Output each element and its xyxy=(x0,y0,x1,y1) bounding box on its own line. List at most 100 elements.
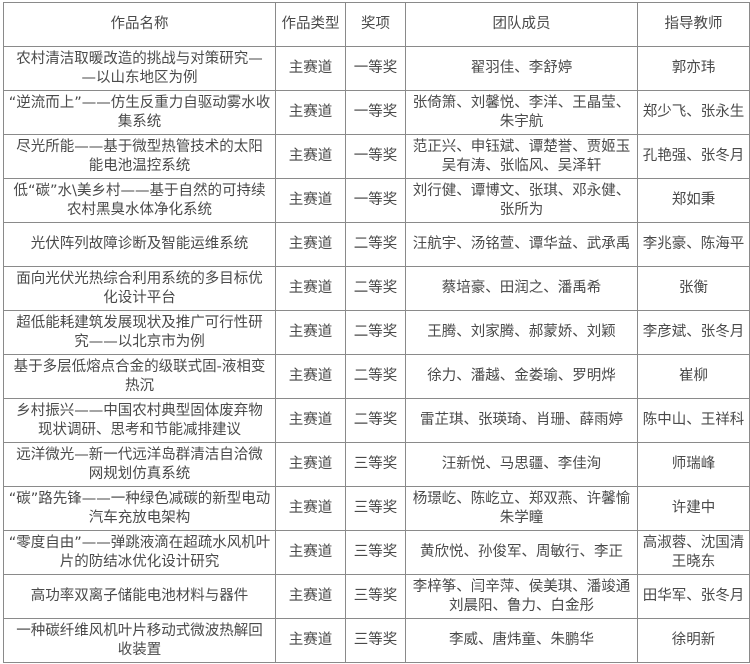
award-cell: 二等奖 xyxy=(345,310,406,355)
team-members-line: 朱学瞳 xyxy=(499,509,544,526)
advisor-cell: 郑如秉 xyxy=(637,178,750,223)
advisor-line: 李彦斌、张冬月 xyxy=(642,324,745,340)
header-team-members: 团队成员 xyxy=(405,2,638,47)
award-cell: 三等奖 xyxy=(345,530,406,575)
table-row: 面向光伏光热综合利用系统的多目标优 化设计平台 主赛道 二等奖 蔡培豪、田润之、潘禹希张… xyxy=(3,266,750,311)
award-cell: 一等奖 xyxy=(345,46,406,91)
advisor-cell: 高淑蓉、沈国清 王晓东 xyxy=(637,530,750,575)
project-name-line: 面向光伏光热综合利用系统的多目标优 xyxy=(16,270,263,287)
project-type-cell: 主赛道 xyxy=(275,90,346,135)
advisor-line: 高淑蓉、沈国清 xyxy=(642,534,745,551)
advisor-cell: 许建中 xyxy=(637,486,750,531)
project-name-line: 集系统 xyxy=(117,113,162,130)
team-members-line: 王腾、刘家腾、郝蒙娇、刘颖 xyxy=(427,324,616,340)
project-name-line: 尽光所能——基于微型热管技术的太阳 xyxy=(16,138,263,155)
advisor-line: 郑少飞、张永生 xyxy=(642,104,745,120)
table-row: 远洋微光—新一代远洋岛群清洁自洽微 网规划仿真系统 主赛道 三等奖 汪新悦、马思疆、李佳… xyxy=(3,442,750,487)
project-name-line: “逆流而上”——仿生反重力自驱动雾水收 xyxy=(8,94,271,111)
advisor-line: 张衡 xyxy=(679,280,708,296)
project-name-cell: 面向光伏光热综合利用系统的多目标优 化设计平台 xyxy=(3,266,276,311)
table-row: “零度自由”——弹跳液滴在超疏水风机叶 片的防结冰优化设计研究 主赛道 三等奖 黄欣悦、… xyxy=(3,530,750,575)
project-type-cell: 主赛道 xyxy=(275,618,346,663)
team-members-line: 翟羽佳、李舒婷 xyxy=(470,60,573,76)
header-award: 奖项 xyxy=(345,2,406,47)
table-row: 光伏阵列故障诊断及智能运维系统 主赛道 二等奖 汪航宇、汤铭萱、谭华益、武承禹 李兆豪、… xyxy=(3,222,750,267)
team-members-line: 刘晨阳、鲁力、白金彤 xyxy=(449,597,594,614)
team-members-line: 杨璟屹、陈屹立、郑双燕、许馨愉 xyxy=(412,490,631,507)
award-cell: 三等奖 xyxy=(345,486,406,531)
project-type-cell: 主赛道 xyxy=(275,530,346,575)
table-row: 基于多层低熔点合金的级联式固-液相变 热沉 主赛道 二等奖 徐力、潘越、金娄瑜、罗明烨崔… xyxy=(3,354,750,399)
project-name-cell: 低“碳”水\美乡村——基于自然的可持续 农村黑臭水体净化系统 xyxy=(3,178,276,223)
advisor-cell: 李兆豪、陈海平 xyxy=(637,222,750,267)
advisor-cell: 陈中山、王祥科 xyxy=(637,398,750,443)
project-name-line: 农村清洁取暖改造的挑战与对策研究— xyxy=(16,50,263,67)
team-members-line: 吴有涛、张临风、吴泽轩 xyxy=(441,157,602,174)
advisor-line: 徐明新 xyxy=(671,632,716,648)
team-members-line: 雷芷琪、张瑛琦、肖珊、薛雨婷 xyxy=(420,412,623,428)
team-members-cell: 杨璟屹、陈屹立、郑双燕、许馨愉 朱学瞳 xyxy=(405,486,638,531)
advisor-cell: 崔柳 xyxy=(637,354,750,399)
advisor-line: 王晓东 xyxy=(671,553,716,570)
table-row: 乡村振兴——中国农村典型固体废弃物 现状调研、思考和节能减排建议 主赛道 二等奖 雷芷琪… xyxy=(3,398,750,443)
team-members-cell: 翟羽佳、李舒婷 xyxy=(405,46,638,91)
project-name-line: 光伏阵列故障诊断及智能运维系统 xyxy=(30,236,249,252)
header-advisor: 指导教师 xyxy=(637,2,750,47)
project-name-cell: 光伏阵列故障诊断及智能运维系统 xyxy=(3,222,276,267)
advisor-line: 陈中山、王祥科 xyxy=(642,412,745,428)
project-type-cell: 主赛道 xyxy=(275,178,346,223)
table-row: 低“碳”水\美乡村——基于自然的可持续 农村黑臭水体净化系统 主赛道 一等奖 刘行健、谭… xyxy=(3,178,750,223)
project-name-cell: 远洋微光—新一代远洋岛群清洁自洽微 网规划仿真系统 xyxy=(3,442,276,487)
table-row: “逆流而上”——仿生反重力自驱动雾水收 集系统 主赛道 一等奖 张倚箫、刘馨悦、李洋、王… xyxy=(3,90,750,135)
table-row: 尽光所能——基于微型热管技术的太阳 能电池温控系统 主赛道 一等奖 范正兴、申钰斌、谭楚… xyxy=(3,134,750,179)
project-type-cell: 主赛道 xyxy=(275,398,346,443)
project-name-cell: 农村清洁取暖改造的挑战与对策研究— —以山东地区为例 xyxy=(3,46,276,91)
team-members-line: 张倚箫、刘馨悦、李洋、王晶莹、 xyxy=(412,94,631,111)
team-members-line: 范正兴、申钰斌、谭楚誉、贾姬玉 xyxy=(412,138,631,155)
team-members-line: 朱宇航 xyxy=(499,113,544,130)
award-cell: 一等奖 xyxy=(345,178,406,223)
project-name-line: 高功率双离子储能电池材料与器件 xyxy=(30,588,249,604)
advisor-line: 许建中 xyxy=(671,500,716,516)
project-name-cell: 超低能耗建筑发展现状及推广可行性研 究——以北京市为例 xyxy=(3,310,276,355)
project-name-line: “零度自由”——弹跳液滴在超疏水风机叶 xyxy=(8,534,271,551)
table-row: 一种碳纤维风机叶片移动式微波热解回 收装置 主赛道 三等奖 李威、唐炜童、朱鹏华 徐明新 xyxy=(3,618,750,663)
header-row: 作品名称 作品类型 奖项 团队成员 指导教师 xyxy=(3,2,750,47)
team-members-cell: 张倚箫、刘馨悦、李洋、王晶莹、 朱宇航 xyxy=(405,90,638,135)
team-members-cell: 刘行健、谭博文、张琪、邓永健、 张所为 xyxy=(405,178,638,223)
header-project-type: 作品类型 xyxy=(275,2,346,47)
advisor-line: 郑如秉 xyxy=(671,192,716,208)
award-cell: 三等奖 xyxy=(345,574,406,619)
advisor-cell: 李彦斌、张冬月 xyxy=(637,310,750,355)
advisor-line: 崔柳 xyxy=(679,368,708,384)
team-members-cell: 范正兴、申钰斌、谭楚誉、贾姬玉 吴有涛、张临风、吴泽轩 xyxy=(405,134,638,179)
project-name-line: 究——以北京市为例 xyxy=(74,333,205,350)
team-members-cell: 徐力、潘越、金娄瑜、罗明烨 xyxy=(405,354,638,399)
project-name-cell: 高功率双离子储能电池材料与器件 xyxy=(3,574,276,619)
advisor-line: 田华军、张冬月 xyxy=(642,588,745,604)
project-name-line: 超低能耗建筑发展现状及推广可行性研 xyxy=(16,314,263,331)
advisor-cell: 田华军、张冬月 xyxy=(637,574,750,619)
project-type-cell: 主赛道 xyxy=(275,266,346,311)
advisor-cell: 徐明新 xyxy=(637,618,750,663)
project-name-line: 收装置 xyxy=(117,641,162,658)
project-name-line: 能电池温控系统 xyxy=(88,157,191,174)
project-name-cell: 基于多层低熔点合金的级联式固-液相变 热沉 xyxy=(3,354,276,399)
table-row: 高功率双离子储能电池材料与器件 主赛道 三等奖 李梓筝、闫辛萍、侯美琪、潘竣通 刘晨阳、… xyxy=(3,574,750,619)
project-name-line: 网规划仿真系统 xyxy=(88,465,191,482)
project-name-line: 基于多层低熔点合金的级联式固-液相变 xyxy=(13,358,266,375)
project-type-cell: 主赛道 xyxy=(275,222,346,267)
project-name-cell: “零度自由”——弹跳液滴在超疏水风机叶 片的防结冰优化设计研究 xyxy=(3,530,276,575)
advisor-cell: 师瑞峰 xyxy=(637,442,750,487)
award-cell: 一等奖 xyxy=(345,134,406,179)
project-type-cell: 主赛道 xyxy=(275,310,346,355)
award-cell: 三等奖 xyxy=(345,618,406,663)
project-type-cell: 主赛道 xyxy=(275,134,346,179)
project-name-line: —以山东地区为例 xyxy=(81,69,198,86)
award-cell: 一等奖 xyxy=(345,90,406,135)
project-type-cell: 主赛道 xyxy=(275,486,346,531)
table-row: 农村清洁取暖改造的挑战与对策研究— —以山东地区为例 主赛道 一等奖 翟羽佳、李舒婷 郭亦… xyxy=(3,46,750,91)
project-name-line: 现状调研、思考和节能减排建议 xyxy=(38,421,241,438)
project-type-cell: 主赛道 xyxy=(275,442,346,487)
project-name-line: 汽车充放电架构 xyxy=(88,509,191,526)
